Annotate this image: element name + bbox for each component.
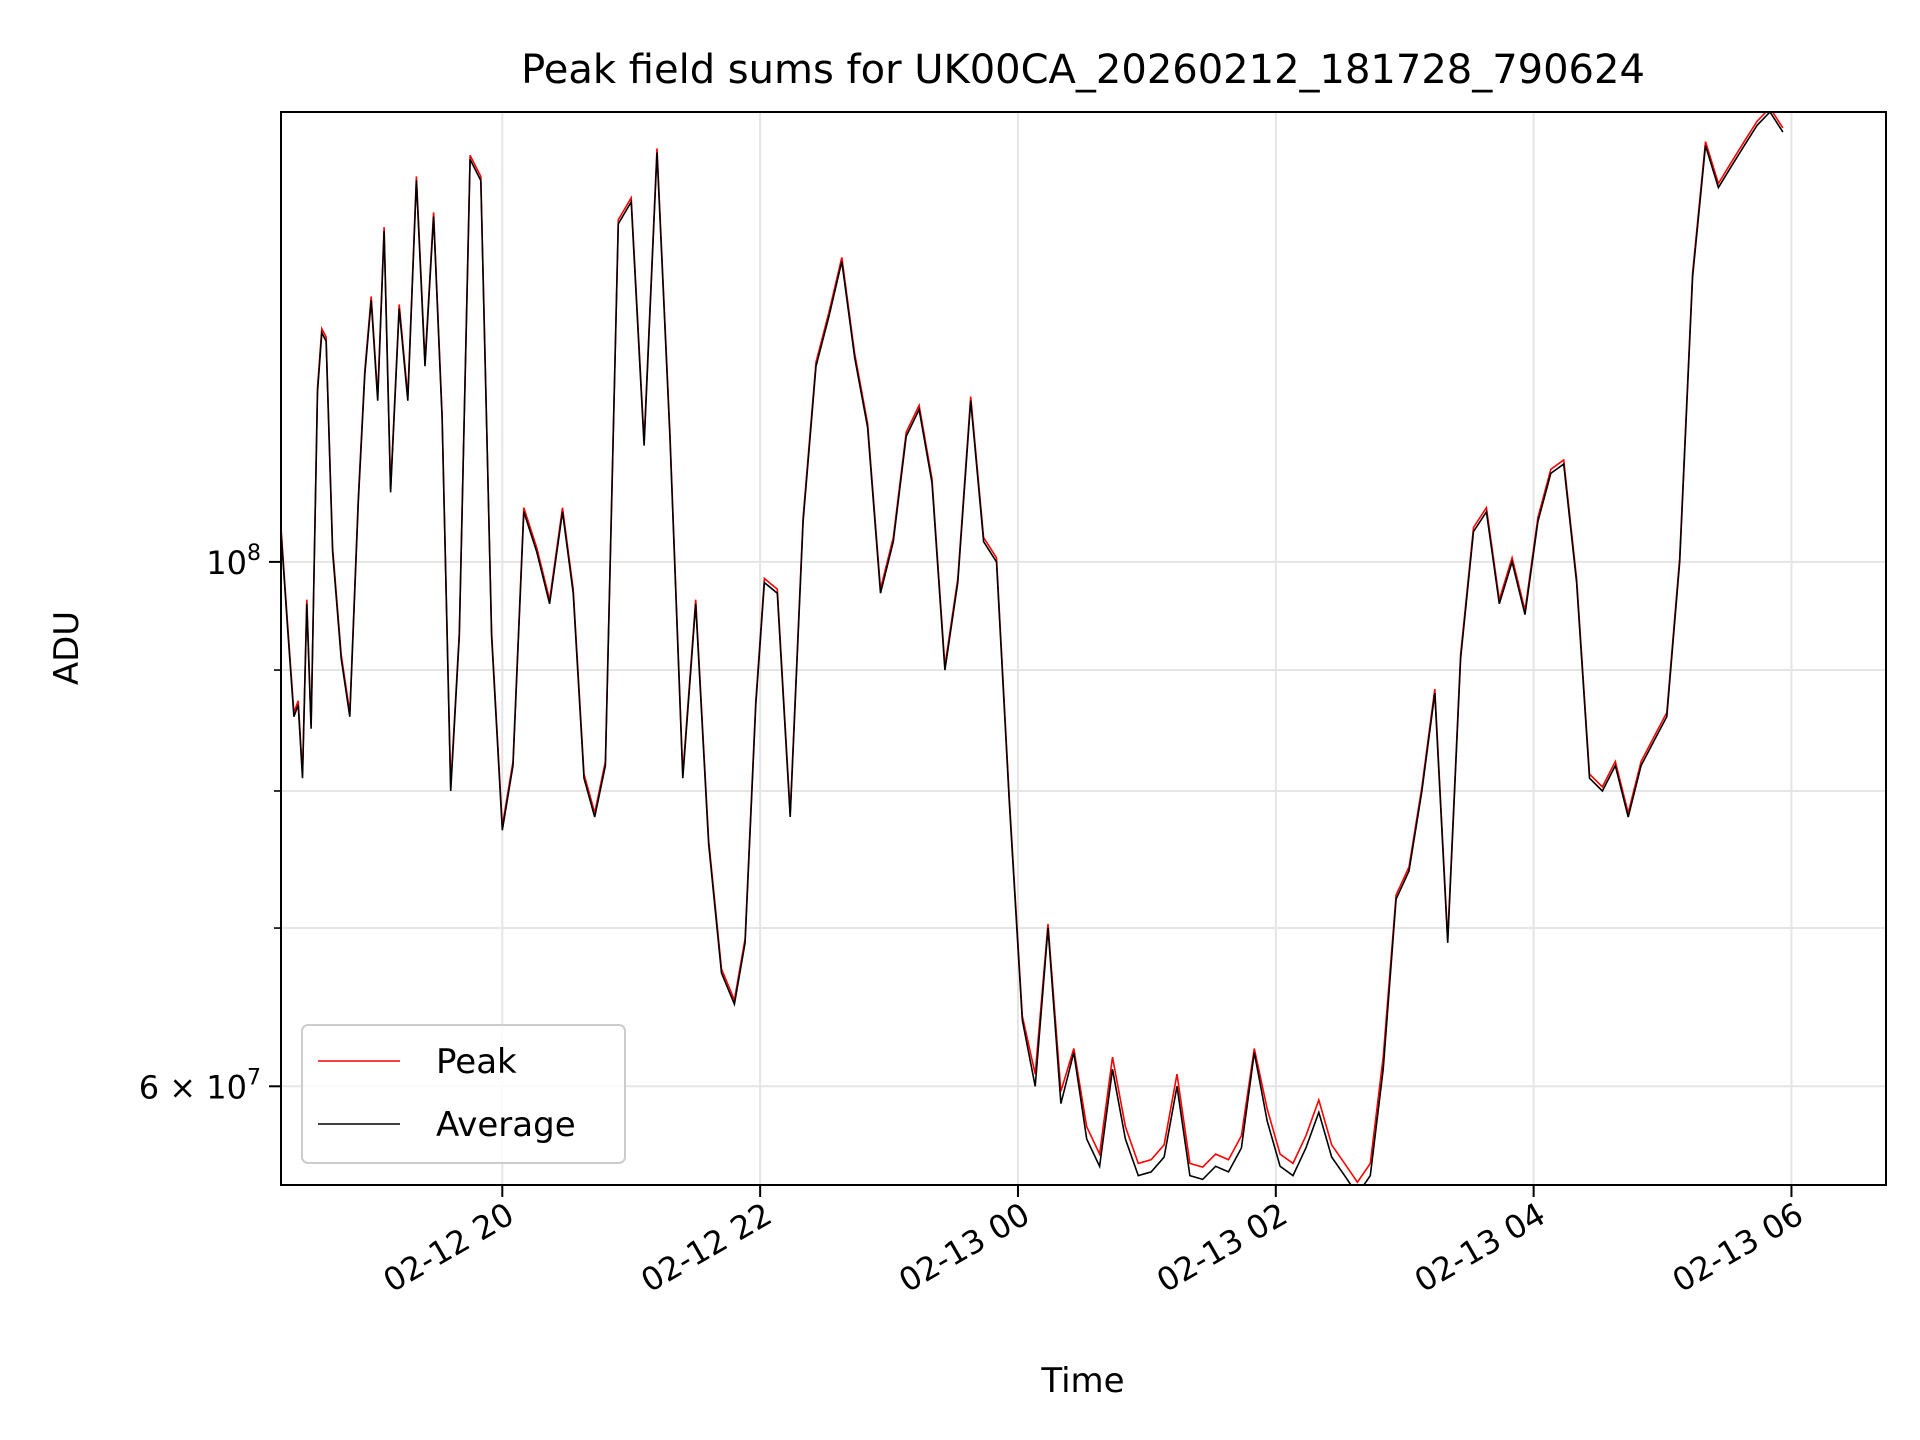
y-tick-label-base: 10	[206, 544, 247, 582]
legend-label-peak: Peak	[436, 1042, 517, 1082]
y-tick-label-exponent: 8	[247, 541, 261, 566]
plot-lines	[281, 112, 1784, 1185]
x-tick-label: 02-12 20	[377, 1195, 521, 1300]
chart-title: Peak field sums for UK00CA_20260212_1817…	[521, 47, 1645, 93]
y-axis-label: ADU	[47, 611, 87, 685]
y-tick-label: 108	[206, 541, 261, 582]
x-tick-label: 02-13 02	[1150, 1195, 1294, 1300]
x-axis-label: Time	[1040, 1361, 1124, 1401]
x-tick-label: 02-13 04	[1408, 1195, 1552, 1300]
plot-frame	[280, 111, 1887, 1186]
series-line-peak	[281, 112, 1784, 1184]
y-tick-label-exponent: 7	[247, 1065, 261, 1090]
x-axis-ticks: 02-12 20 02-12 22 02-13 00 02-13 02 02-13 04…	[377, 1185, 1810, 1300]
legend-box	[301, 1024, 626, 1164]
x-tick-label: 02-12 22	[635, 1195, 779, 1300]
legend-label-average: Average	[436, 1105, 576, 1145]
y-tick-label: 6 × 107	[139, 1065, 261, 1106]
y-tick-label-base: 6 × 10	[139, 1068, 247, 1106]
y-axis-ticks: 108 6 × 107	[139, 541, 281, 1106]
x-tick-label: 02-13 00	[892, 1195, 1036, 1300]
legend: Peak Average	[301, 1024, 626, 1164]
series-line-average	[281, 112, 1784, 1185]
x-tick-label: 02-13 06	[1666, 1195, 1810, 1300]
